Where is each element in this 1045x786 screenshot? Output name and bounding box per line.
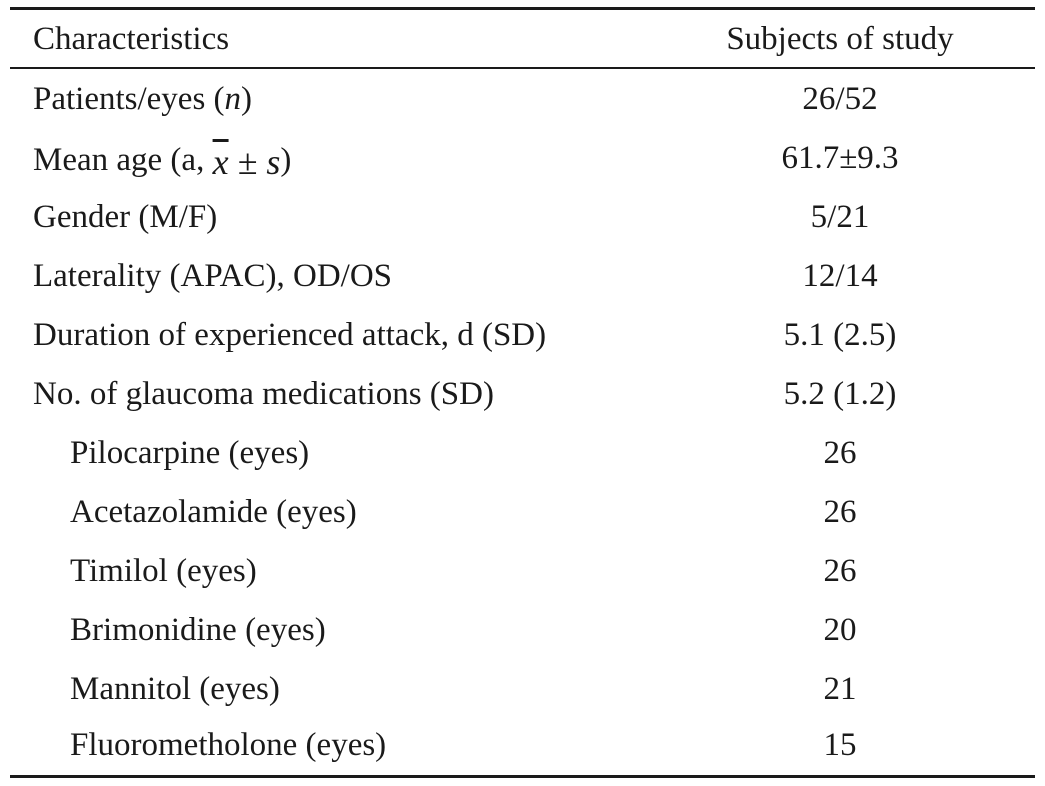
row-value: 15 [823, 727, 857, 763]
row-label: Fluorometholone (eyes) [70, 727, 387, 763]
table-row: Mean age (a, x ± s) 61.7±9.3 [0, 129, 1045, 188]
table-row: Patients/eyes (n) 26/52 [0, 70, 1045, 129]
row-value: 20 [823, 612, 857, 648]
row-label: Pilocarpine (eyes) [70, 435, 310, 471]
row-label: Brimonidine (eyes) [70, 612, 326, 648]
row-value: 26 [823, 435, 857, 471]
table-header-row: Characteristics Subjects of study [0, 10, 1045, 69]
row-label: Acetazolamide (eyes) [70, 494, 357, 530]
table-row: Mannitol (eyes) 21 [0, 660, 1045, 719]
row-label: No. of glaucoma medications (SD) [33, 376, 494, 412]
table-row: Brimonidine (eyes) 20 [0, 601, 1045, 660]
row-label: Duration of experienced attack, d (SD) [33, 317, 547, 353]
table-row: Acetazolamide (eyes) 26 [0, 483, 1045, 542]
row-value: 26 [823, 553, 857, 589]
row-value: 26 [823, 494, 857, 530]
mean-sd-symbol: x ± s [212, 142, 281, 182]
row-label: Laterality (APAC), OD/OS [33, 258, 393, 294]
row-value: 21 [823, 671, 857, 707]
table-row: Gender (M/F) 5/21 [0, 188, 1045, 247]
row-value: 26/52 [802, 81, 878, 117]
row-label: Patients/eyes (n) [33, 81, 253, 117]
row-value: 12/14 [802, 258, 878, 294]
header-subjects-of-study: Subjects of study [726, 21, 954, 57]
table-row: Laterality (APAC), OD/OS 12/14 [0, 247, 1045, 306]
table-row: Fluorometholone (eyes) 15 [0, 716, 1045, 775]
row-value: 5.2 (1.2) [783, 376, 897, 412]
table-row: No. of glaucoma medications (SD) 5.2 (1.… [0, 365, 1045, 424]
row-value: 5/21 [810, 199, 870, 235]
row-label: Gender (M/F) [33, 199, 218, 235]
table-header-rule [10, 67, 1035, 69]
header-characteristics: Characteristics [33, 21, 230, 57]
row-label: Timilol (eyes) [70, 553, 257, 589]
table-bottom-rule [10, 775, 1035, 778]
row-label: Mean age (a, x ± s) [33, 142, 292, 182]
table-row: Timilol (eyes) 26 [0, 542, 1045, 601]
row-label: Mannitol (eyes) [70, 671, 280, 707]
row-value: 5.1 (2.5) [783, 317, 897, 353]
table-row: Pilocarpine (eyes) 26 [0, 424, 1045, 483]
row-value: 61.7±9.3 [781, 140, 899, 176]
table-row: Duration of experienced attack, d (SD) 5… [0, 306, 1045, 365]
table-top-rule [10, 7, 1035, 10]
